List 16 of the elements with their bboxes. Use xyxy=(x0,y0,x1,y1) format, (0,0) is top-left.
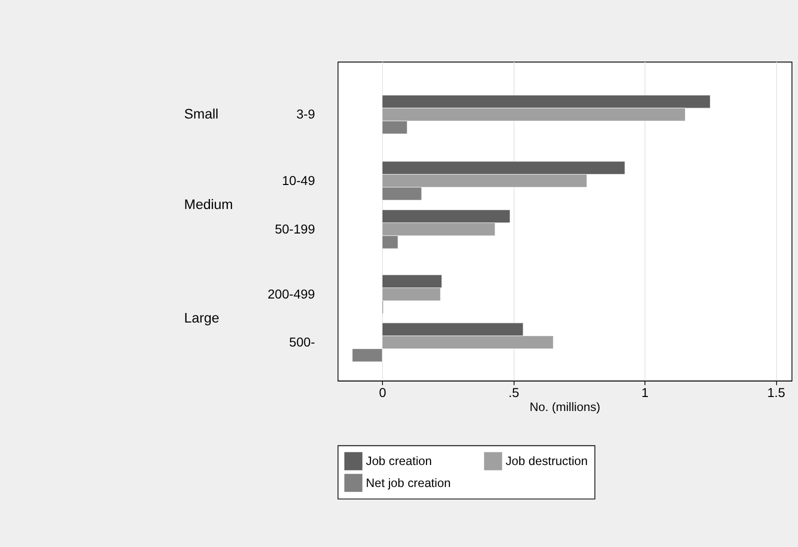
y-tick-label: 10-49 xyxy=(282,172,315,188)
y-tick-label: 500- xyxy=(289,334,315,350)
x-axis-title: No. (millions) xyxy=(530,400,600,414)
text: Medium xyxy=(184,197,233,212)
text: Large xyxy=(184,310,220,326)
x-tick-label: 0 xyxy=(379,385,386,400)
x-tick-label: 1.5 xyxy=(767,385,786,400)
x-tick-label: 1 xyxy=(641,385,649,400)
y-tick-label: 200-499 xyxy=(268,286,315,302)
legend-label: Net job creation xyxy=(366,476,451,490)
x-tick-label: .5 xyxy=(508,385,520,400)
text: Small xyxy=(184,106,218,122)
legend-label: Job destruction xyxy=(506,454,588,468)
y-tick-label: 3-9 xyxy=(296,106,315,122)
legend-label: Job creation xyxy=(366,454,432,468)
y-tick-label: 50-199 xyxy=(274,221,315,236)
